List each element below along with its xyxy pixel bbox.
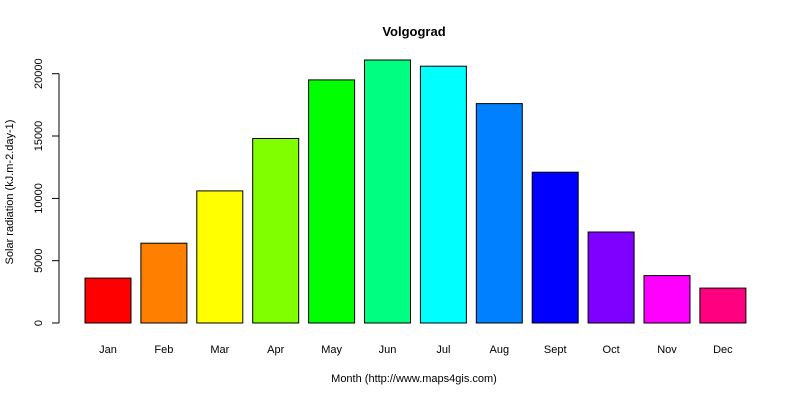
x-tick-label: Feb <box>154 344 173 356</box>
y-tick-label: 15000 <box>33 121 45 152</box>
bar-mar <box>196 190 244 324</box>
x-tick-label: May <box>321 344 342 356</box>
bar-apr <box>252 138 300 324</box>
y-tick-label: 5000 <box>33 248 45 272</box>
x-tick-label: Sept <box>544 344 567 356</box>
bar-feb <box>140 242 188 324</box>
x-tick-label: Aug <box>490 344 510 356</box>
bar-dec <box>699 287 747 324</box>
x-tick-label: Jun <box>379 344 397 356</box>
x-tick-label: Oct <box>603 344 620 356</box>
x-tick-label: Mar <box>210 344 229 356</box>
x-tick-label: Jan <box>99 344 117 356</box>
bar-jul <box>419 65 467 324</box>
x-tick-label: Dec <box>713 344 733 356</box>
bar-sept <box>531 171 579 324</box>
bar-may <box>308 79 356 324</box>
bars-group <box>84 59 747 324</box>
x-tick-label: Nov <box>657 344 677 356</box>
x-axis-label: Month (http://www.maps4gis.com) <box>331 373 497 385</box>
x-tick-label: Jul <box>436 344 450 356</box>
y-tick-label: 0 <box>33 320 45 326</box>
x-tick-labels: Jan Feb Mar Apr May Jun Jul Aug Sept Oct Nov Dec <box>99 344 733 356</box>
bar-jun <box>364 59 411 324</box>
x-tick-label: Apr <box>267 344 284 356</box>
y-ticks: 0 5000 10000 15000 20000 <box>33 58 59 326</box>
chart-title: Volgograd <box>382 24 445 39</box>
bar-nov <box>643 275 691 324</box>
bar-oct <box>587 231 635 324</box>
bar-jan <box>84 277 132 324</box>
y-axis-label: Solar radiation (kJ.m-2.day-1) <box>4 120 16 265</box>
y-tick-label: 10000 <box>33 183 45 214</box>
bar-aug <box>475 103 523 324</box>
y-tick-label: 20000 <box>33 58 45 89</box>
